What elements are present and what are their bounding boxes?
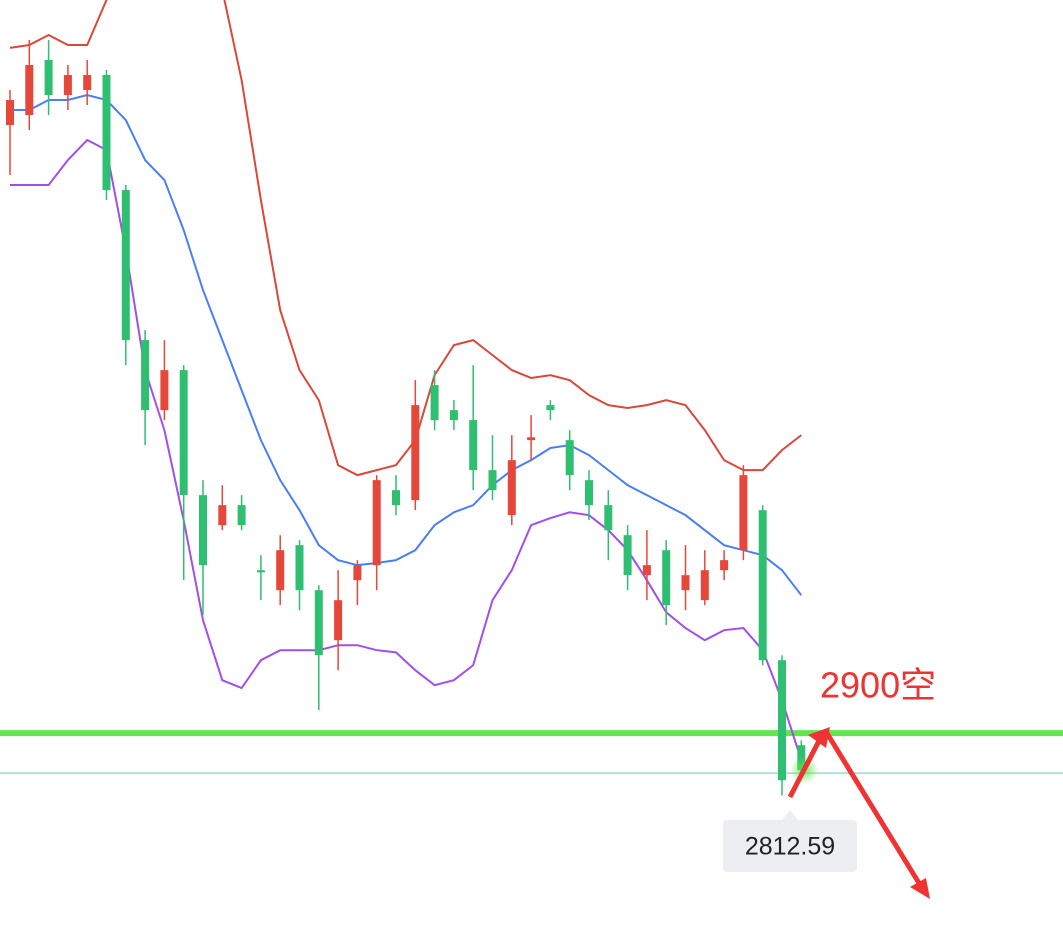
- candle-body: [199, 495, 207, 566]
- candle-body: [758, 510, 767, 661]
- candle-body: [604, 505, 613, 531]
- candle-body: [507, 460, 516, 516]
- candle-body: [25, 65, 34, 116]
- candle-body: [739, 475, 748, 551]
- price-label-box: [723, 820, 857, 872]
- candle-body: [160, 370, 169, 411]
- candle-body: [720, 560, 729, 571]
- candle-body: [102, 75, 111, 191]
- candle-body: [469, 420, 478, 471]
- candle-body: [237, 505, 246, 526]
- arrow-up: [787, 733, 825, 799]
- candle-body: [218, 505, 227, 526]
- candle-body: [141, 340, 150, 411]
- arrow-down: [822, 728, 925, 890]
- candle-body: [83, 75, 92, 91]
- band-upper: [9, 0, 802, 477]
- low-price-label: 2812.59: [745, 833, 835, 861]
- candle-body: [179, 370, 188, 496]
- candle-body: [778, 660, 786, 781]
- candle-body: [565, 440, 574, 476]
- candle-body: [546, 405, 555, 411]
- candle-body: [430, 385, 439, 421]
- candle-body: [256, 570, 265, 573]
- overlay: 2900空 2812.59: [723, 665, 936, 899]
- candle-body: [662, 550, 671, 606]
- candle-body: [314, 590, 323, 656]
- candle-body: [681, 575, 690, 591]
- candle-body: [700, 570, 709, 601]
- candle-body: [642, 565, 651, 576]
- annotation: 2900空: [820, 665, 936, 706]
- candle-body: [585, 480, 593, 506]
- candle-body: [63, 75, 72, 96]
- candle-body: [121, 190, 130, 341]
- candle-body: [488, 470, 497, 491]
- arrow-head: [910, 878, 930, 899]
- plot-area: [0, 0, 1063, 796]
- candle-body: [392, 490, 400, 506]
- candle-body: [527, 437, 536, 441]
- candle-body: [372, 480, 381, 566]
- candle-body: [623, 535, 632, 576]
- candle-body: [334, 600, 343, 641]
- band-middle: [10, 93, 803, 596]
- candle-body: [6, 100, 14, 126]
- candle-body: [411, 405, 420, 501]
- label-pointer: [782, 810, 798, 820]
- candle-body: [44, 60, 53, 96]
- candle-body: [353, 565, 362, 581]
- candle-body: [276, 550, 285, 591]
- candle-body: [295, 545, 304, 591]
- candle-body: [449, 410, 458, 421]
